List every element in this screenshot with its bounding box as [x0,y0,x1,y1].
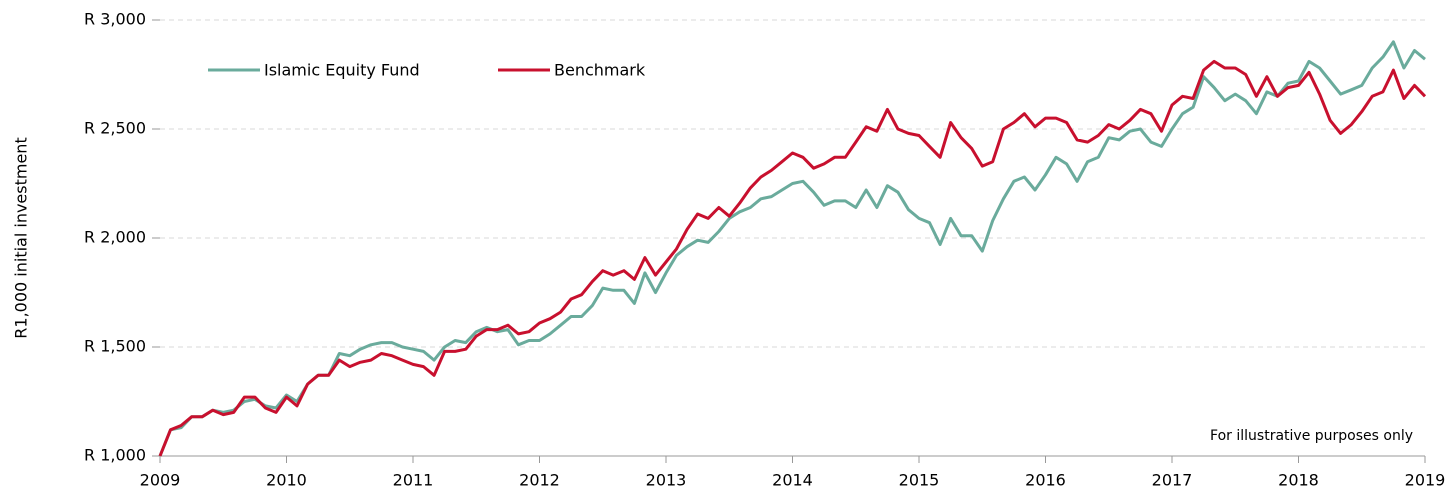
x-tick-label: 2009 [140,471,181,490]
y-axis-label: R1,000 initial investment [12,137,31,338]
y-tick-label: R 3,000 [84,10,146,29]
y-tick-label: R 1,000 [84,446,146,465]
legend-label: Islamic Equity Fund [264,61,420,80]
x-tick-label: 2018 [1278,471,1319,490]
x-tick-label: 2014 [772,471,813,490]
x-tick-label: 2015 [899,471,940,490]
y-tick-label: R 1,500 [84,337,146,356]
series-line [158,59,1427,457]
x-tick-label: 2012 [519,471,560,490]
y-tick-label: R 2,500 [84,119,146,138]
legend-label: Benchmark [554,61,646,80]
x-tick-label: 2016 [1025,471,1066,490]
series-line [158,40,1426,457]
x-tick-label: 2010 [266,471,307,490]
annotation: For illustrative purposes only [1210,428,1413,444]
x-tick-label: 2013 [646,471,687,490]
y-tick-label: R 2,000 [84,228,146,247]
x-tick-label: 2011 [393,471,434,490]
x-tick-label: 2017 [1152,471,1193,490]
x-tick-label: 2019 [1405,471,1446,490]
